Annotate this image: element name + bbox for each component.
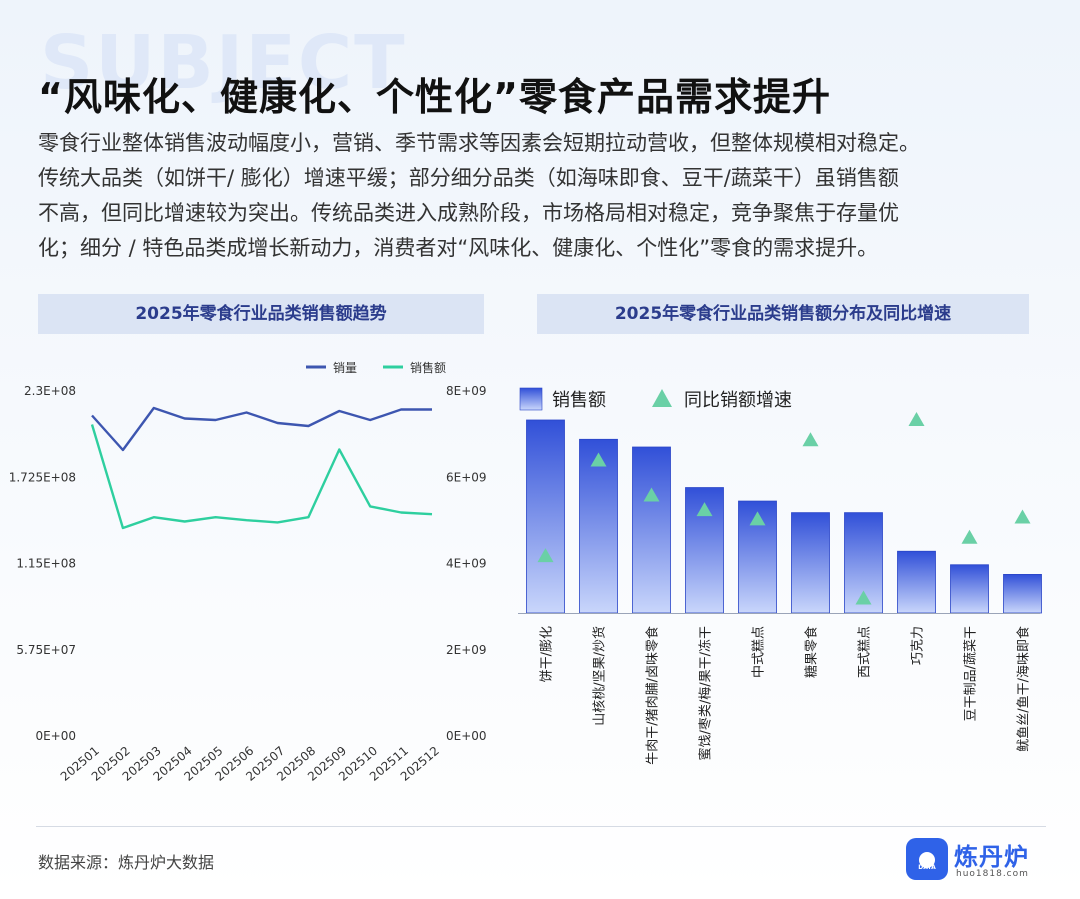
category-label: 山核桃/坚果/炒货 bbox=[592, 626, 608, 726]
background-watermark-word: SUBJECT bbox=[40, 20, 407, 106]
logo-name: 炼丹炉 bbox=[954, 843, 1029, 871]
description-paragraph: 零食行业整体销售波动幅度小，营销、季节需求等因素会短期拉动营收，但整体规模相对稳… bbox=[38, 126, 1058, 266]
bar bbox=[791, 512, 830, 614]
page-title: “风味化、健康化、个性化”零食产品需求提升 bbox=[38, 75, 831, 119]
growth-marker bbox=[643, 487, 660, 502]
bar bbox=[1003, 574, 1042, 614]
category-label: 饼干/膨化 bbox=[540, 626, 555, 682]
growth-marker bbox=[908, 412, 925, 426]
growth-marker bbox=[537, 548, 554, 563]
category-label: 糖果零食 bbox=[804, 626, 820, 678]
category-label: 鱿鱼丝/鱼干/海味即食 bbox=[1016, 626, 1032, 752]
category-label: 牛肉干/猪肉脯/卤味零食 bbox=[645, 626, 661, 765]
logo-icon: DATA bbox=[906, 838, 948, 880]
legend-label: 销量 bbox=[333, 361, 357, 375]
y-right-tick-label: 4E+09 bbox=[446, 557, 487, 571]
data-source: 数据来源：炼丹炉大数据 bbox=[38, 853, 215, 872]
footer-divider bbox=[36, 826, 1046, 827]
y-left-tick-label: 0E+00 bbox=[35, 729, 76, 743]
series-line-right bbox=[90, 424, 433, 530]
bar bbox=[632, 446, 671, 614]
description-line: 零食行业整体销售波动幅度小，营销、季节需求等因素会短期拉动营收，但整体规模相对稳… bbox=[38, 131, 920, 155]
category-label: 西式糕点 bbox=[858, 626, 873, 678]
category-label: 蜜饯/枣类/梅/果干/冻干 bbox=[698, 626, 714, 761]
growth-marker bbox=[961, 529, 978, 544]
growth-marker bbox=[749, 511, 766, 526]
growth-marker bbox=[1014, 509, 1031, 524]
y-right-tick-label: 6E+09 bbox=[446, 470, 487, 484]
description-line: 化；细分 / 特色品类成增长新动力，消费者对“风味化、健康化、个性化”零食的需求… bbox=[38, 236, 879, 260]
legend-label: 销售额 bbox=[552, 390, 606, 411]
legend-bar-swatch bbox=[519, 387, 543, 411]
y-left-tick-label: 1.15E+08 bbox=[16, 557, 76, 571]
logo-tag: DATA bbox=[918, 864, 936, 871]
line-chart-title: 2025年零食行业品类销售额趋势 bbox=[38, 294, 484, 334]
growth-marker bbox=[802, 432, 819, 447]
bar bbox=[526, 419, 565, 614]
logo-site: huo1818.com bbox=[956, 869, 1029, 879]
category-label: 巧克力 bbox=[911, 626, 926, 665]
y-left-tick-label: 2.3E+08 bbox=[24, 384, 76, 398]
bar bbox=[950, 564, 989, 614]
y-left-tick-label: 1.725E+08 bbox=[9, 470, 76, 484]
bar bbox=[897, 550, 936, 614]
brand-logo: DATA 炼丹炉 huo1818.com bbox=[906, 838, 1048, 884]
y-right-tick-label: 0E+00 bbox=[446, 729, 487, 743]
series-line-left bbox=[91, 406, 432, 452]
legend-marker-swatch bbox=[652, 389, 672, 407]
growth-marker bbox=[696, 502, 713, 517]
legend-label: 销售额 bbox=[410, 360, 446, 375]
y-right-tick-label: 2E+09 bbox=[446, 643, 487, 657]
bar bbox=[579, 438, 618, 614]
y-right-tick-label: 8E+09 bbox=[446, 384, 487, 398]
growth-marker bbox=[590, 452, 607, 467]
description-line: 传统大品类（如饼干/ 膨化）增速平缓；部分细分品类（如海味即食、豆干/蔬菜干）虽… bbox=[38, 166, 899, 190]
bar-chart-title: 2025年零食行业品类销售额分布及同比增速 bbox=[537, 294, 1029, 334]
category-label: 中式糕点 bbox=[752, 626, 767, 678]
y-left-tick-label: 5.75E+07 bbox=[16, 643, 76, 657]
legend-label: 同比销额增速 bbox=[684, 390, 792, 411]
description-line: 不高，但同比增速较为突出。传统品类进入成熟阶段，市场格局相对稳定，竞争聚焦于存量… bbox=[38, 201, 899, 225]
growth-marker bbox=[855, 590, 872, 605]
category-label: 豆干制品/蔬菜干 bbox=[964, 626, 979, 721]
